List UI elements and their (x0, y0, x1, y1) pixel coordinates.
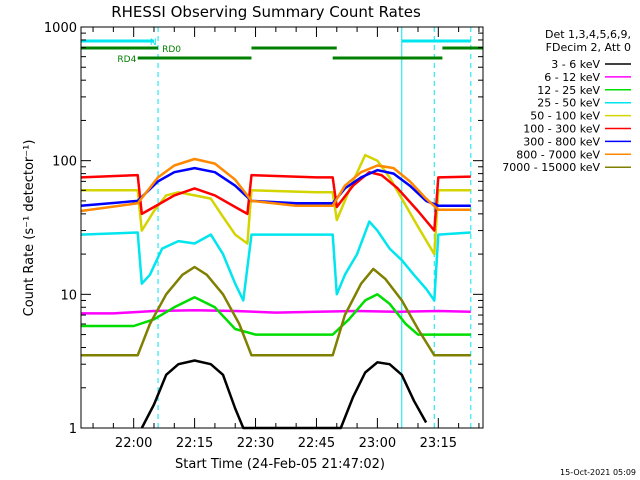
x-tick-label: 22:30 (237, 436, 274, 451)
series-line-1 (80, 309, 471, 315)
series-line-0 (140, 359, 428, 430)
x-tick-label: 22:00 (115, 436, 152, 451)
legend-header-line-2: FDecim 2, Att 0 (546, 41, 631, 54)
series-line-2 (80, 293, 471, 336)
y-tick-label: 1 (69, 422, 77, 437)
x-axis-label: Start Time (24-Feb-05 21:47:02) (175, 457, 385, 472)
series-line-3 (80, 220, 471, 302)
series-line-6 (80, 166, 471, 207)
flag-rd0-label: RD0 (162, 45, 181, 55)
chart-title: RHESSI Observing Summary Count Rates (111, 3, 421, 21)
axes: 1 10 100 1000 22:00 22:15 22:30 22:45 23:00 23:15 (44, 21, 483, 451)
y-tick-label: 100 (52, 155, 77, 170)
legend-label-2: 12 - 25 keV (537, 84, 600, 97)
legend-label-3: 25 - 50 keV (537, 97, 600, 110)
legend: Det 1,3,4,5,6,9, FDecim 2, Att 0 3 - 6 k… (502, 28, 631, 174)
plot-frame (80, 26, 484, 429)
legend-label-6: 300 - 800 keV (523, 135, 600, 148)
x-tick-label: 23:15 (420, 436, 457, 451)
series-line-7 (80, 157, 471, 213)
series-line-5 (80, 170, 471, 232)
legend-header-line-1: Det 1,3,4,5,6,9, (545, 28, 631, 41)
legend-label-8: 7000 - 15000 keV (502, 161, 600, 174)
footer-timestamp: 15-Oct-2021 05:09 (560, 468, 636, 477)
flag-rd4-label: RD4 (117, 55, 136, 65)
plot-area: N RD0 RD4 (80, 27, 483, 430)
y-axis-label: Count Rate (s⁻¹ detector⁻¹) (22, 140, 37, 317)
legend-label-1: 6 - 12 keV (544, 71, 600, 84)
legend-label-5: 100 - 300 keV (523, 123, 600, 136)
x-tick-label: 23:00 (359, 436, 396, 451)
series-line-4 (80, 153, 471, 256)
series-line-8 (80, 265, 471, 357)
flag-n-label: N (150, 38, 157, 48)
y-tick-label: 10 (60, 288, 77, 303)
legend-label-4: 50 - 100 keV (530, 110, 600, 123)
legend-label-0: 3 - 6 keV (551, 58, 600, 71)
legend-label-7: 800 - 7000 keV (516, 148, 600, 161)
x-tick-label: 22:15 (176, 436, 213, 451)
x-tick-label: 22:45 (298, 436, 335, 451)
y-tick-label: 1000 (44, 21, 77, 36)
